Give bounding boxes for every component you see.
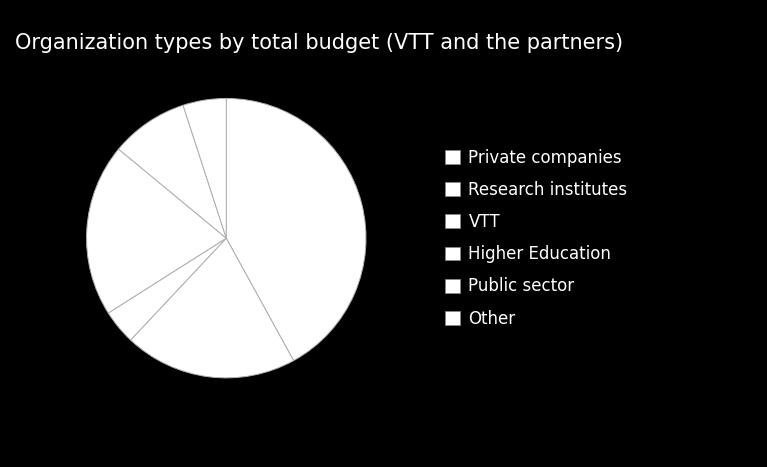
Wedge shape	[183, 99, 226, 238]
Legend: Private companies, Research institutes, VTT, Higher Education, Public sector, Ot: Private companies, Research institutes, …	[440, 144, 633, 333]
Wedge shape	[130, 238, 294, 378]
Wedge shape	[226, 99, 366, 361]
Wedge shape	[87, 149, 226, 313]
Wedge shape	[108, 238, 226, 340]
Wedge shape	[119, 105, 226, 238]
Text: Organization types by total budget (VTT and the partners): Organization types by total budget (VTT …	[15, 33, 624, 53]
